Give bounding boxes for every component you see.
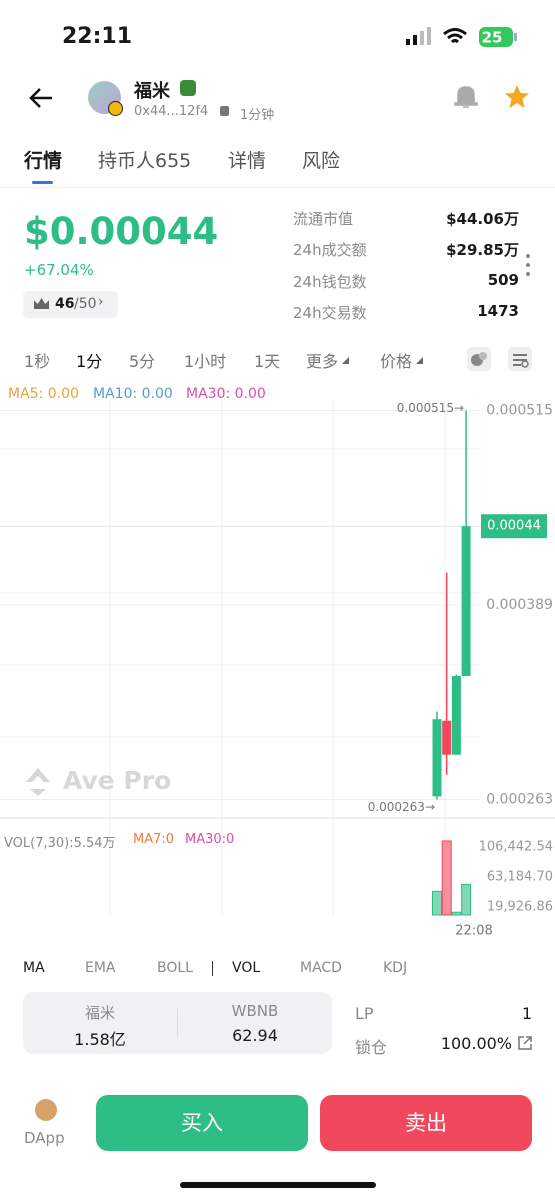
sell-button[interactable]: 卖出 [320,1095,532,1151]
interval-option[interactable]: 1天 [254,352,281,371]
volume-bar [461,883,472,916]
current-price-tag [481,514,547,539]
bell-icon[interactable] [452,83,480,111]
pool-base-amount: 62.94 [232,1026,278,1045]
lp-label: LP [355,1004,374,1023]
interval-option[interactable]: 1秒 [24,352,51,371]
candle-body [451,675,461,755]
indicator-tab[interactable]: MA [23,960,45,976]
interval-option[interactable]: 5分 [129,352,156,371]
tab[interactable]: 行情 [24,150,63,172]
chart-config-icon[interactable] [507,346,533,372]
dropdown-caret [416,357,423,364]
indicator-tab[interactable]: KDJ [383,960,408,976]
chevron: › [98,294,104,310]
token-address: 0x44...12f4 [134,104,209,119]
lp-value: 1 [521,1004,532,1023]
y-tick-label: 0.000515 [486,402,553,418]
stat-value: 1473 [477,301,519,320]
high-marker: 0.000515→ [397,401,464,415]
lock-label: 锁仓 [355,1038,388,1057]
volume-bar [451,911,462,916]
indicator-tab[interactable]: VOL [232,960,261,976]
stat-label: 流通市值 [293,210,354,228]
volume-bar [432,890,442,916]
tab[interactable]: 持币人655 [98,150,192,172]
pool-token-name: 福米 [84,1004,115,1022]
interval-option[interactable]: 更多 [306,352,339,371]
indicator-tab[interactable]: BOLL [157,960,193,976]
buy-button[interactable]: 买入 [96,1095,308,1151]
token-age: 1分钟 [240,108,275,123]
rank: 46 [55,296,75,312]
external-link-icon[interactable] [517,1035,533,1051]
volume-bar [441,840,452,916]
divider [212,961,213,976]
tab[interactable]: 风险 [302,150,341,172]
star-icon[interactable] [503,83,531,111]
price-change: +67.04% [24,261,94,279]
watermark: Ave Pro [63,766,171,795]
battery-level: 25 [482,29,503,47]
crown-icon [34,298,49,309]
volume-tick-label: 19,926.86 [487,900,553,915]
tab-indicator [32,181,53,184]
status-icons: 25 [406,27,517,47]
more-icon[interactable] [524,252,532,278]
stat-value: $29.85万 [446,241,519,260]
copy-icon[interactable] [220,106,229,116]
price: $0.00044 [24,210,219,253]
ma-legend: MA10: 0.00 [93,386,173,402]
divider [177,1009,178,1037]
divider [0,187,555,188]
stat-value: $44.06万 [446,210,519,228]
ma-legend: MA30: 0.00 [186,386,266,402]
token-badge [180,80,196,96]
indicator-tab[interactable]: MACD [300,960,342,976]
pool-base-name: WBNB [231,1002,279,1020]
volume-legend: VOL(7,30):5.54万 [4,836,116,851]
current-price-label: 0.00044 [487,519,541,534]
candle-body [442,720,452,755]
candle-body [432,719,442,797]
lock-value: 100.00% [440,1034,512,1053]
stat-label: 24h成交额 [293,241,367,260]
y-tick-label: 0.000263 [486,791,553,807]
dropdown-caret [342,357,349,364]
pool-token-amount: 1.58亿 [74,1030,126,1049]
volume-tick-label: 63,184.70 [487,870,553,885]
home-indicator [180,1182,376,1188]
interval-option[interactable]: 1分 [76,352,103,371]
tab[interactable]: 详情 [228,150,267,172]
time-label: 22:08 [455,924,492,939]
chart-setting-icon[interactable] [466,346,492,372]
status-time: 22:11 [62,24,133,49]
rank-total: /50 [74,296,97,312]
chain-badge [108,101,123,116]
low-marker: 0.000263→ [368,800,435,814]
y-tick-label: 0.000389 [486,597,553,613]
stat-value: 509 [487,270,519,289]
volume-tick-label: 106,442.54 [479,839,553,854]
kline-chart: Ave Pro 0.000515 0.000389 0.000263 0.00044 0… [0,400,555,939]
stat-label: 24h交易数 [293,303,367,322]
volume-ma7: MA7:0 [133,832,175,847]
candle-body [461,526,471,676]
indicator-tab[interactable]: EMA [85,960,116,976]
dapp-icon[interactable] [35,1099,57,1121]
interval-option[interactable]: 1小时 [184,352,227,371]
stat-label: 24h钱包数 [293,272,367,291]
dapp-label[interactable]: DApp [24,1129,65,1147]
volume-ma30: MA30:0 [185,832,235,847]
back-button[interactable] [28,86,56,110]
token-name: 福米 [134,81,170,102]
ma-legend: MA5: 0.00 [8,386,79,402]
interval-option[interactable]: 价格 [380,352,413,371]
